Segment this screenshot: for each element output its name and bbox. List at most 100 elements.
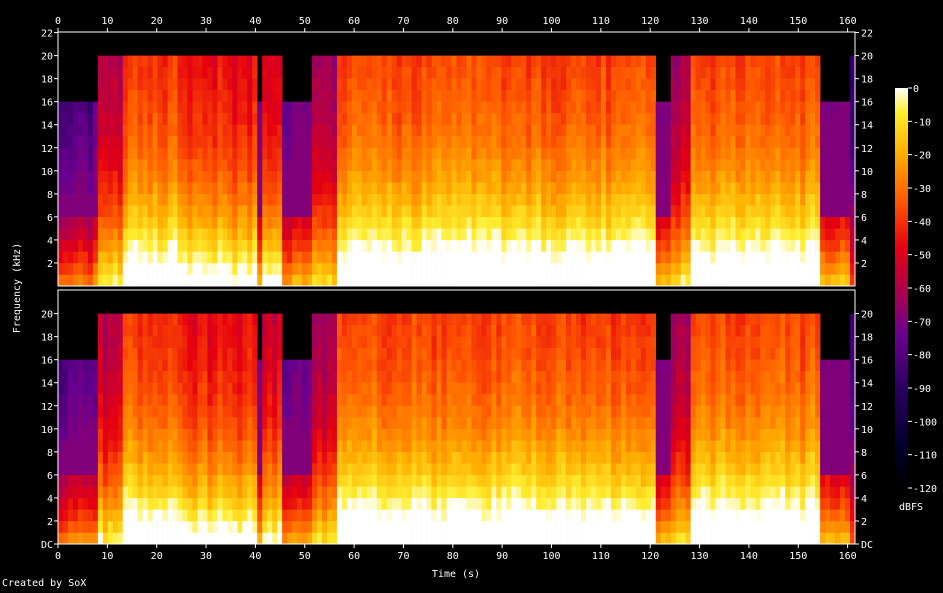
spectrogram-cell <box>72 428 79 441</box>
spectrogram-cell <box>322 124 328 137</box>
spectrogram-cell <box>521 417 527 429</box>
spectrogram-cell <box>326 193 333 206</box>
spectrogram-cell <box>705 193 711 206</box>
spectrogram-cell <box>292 147 298 160</box>
spectrogram-cell <box>117 228 124 241</box>
spectrogram-cell <box>815 216 821 229</box>
spectrogram-cell <box>461 440 467 452</box>
spectrogram-cell <box>615 205 622 218</box>
spectrogram-cell <box>635 205 642 218</box>
spectrogram-cell <box>526 101 532 114</box>
spectrogram-cell <box>805 78 811 91</box>
spectrogram-cell <box>506 382 512 395</box>
spectrogram-cell <box>610 239 617 252</box>
spectrogram-cell <box>720 101 726 114</box>
spectrogram-cell <box>760 205 766 218</box>
spectrogram-cell <box>491 347 497 360</box>
spectrogram-cell <box>401 370 407 383</box>
spectrogram-cell <box>391 520 398 533</box>
spectrogram-cell <box>765 216 771 229</box>
spectrogram-cell <box>506 324 512 337</box>
spectrogram-cell <box>252 486 258 499</box>
spectrogram-cell <box>536 440 542 452</box>
spectrogram-cell <box>82 417 89 429</box>
spectrogram-cell <box>590 228 597 241</box>
spectrogram-cell <box>491 55 497 67</box>
spectrogram-cell <box>172 112 178 125</box>
spectrogram-cell <box>511 509 517 522</box>
spectrogram-cell <box>396 66 403 79</box>
spectrogram-cell <box>187 532 193 545</box>
spectrogram-cell <box>62 520 69 533</box>
spectrogram-cell <box>501 440 507 452</box>
spectrogram-cell <box>167 159 173 171</box>
spectrogram-cell <box>326 417 333 429</box>
spectrogram-cell <box>356 262 363 275</box>
spectrogram-cell <box>845 112 851 125</box>
spectrogram-cell <box>341 193 348 206</box>
spectrogram-cell <box>541 78 547 91</box>
spectrogram-cell <box>207 336 213 349</box>
spectrogram-cell <box>257 239 263 252</box>
spectrogram-cell <box>481 347 487 360</box>
spectrogram-cell <box>341 89 348 102</box>
spectrogram-cell <box>411 405 417 418</box>
spectrogram-cell <box>247 205 253 218</box>
spectrogram-cell <box>486 135 492 148</box>
spectrogram-cell <box>297 147 303 160</box>
spectrogram-cell <box>511 347 517 360</box>
spectrogram-cell <box>312 112 318 125</box>
spectrogram-cell <box>446 262 452 275</box>
spectrogram-cell <box>187 193 193 206</box>
spectrogram-cell <box>182 55 188 67</box>
spectrogram-cell <box>97 239 104 252</box>
spectrogram-cell <box>187 440 193 452</box>
spectrogram-cell <box>406 89 412 102</box>
spectrogram-cell <box>541 532 547 545</box>
spectrogram-cell <box>187 359 193 372</box>
spectrogram-cell <box>755 239 761 252</box>
spectrogram-cell <box>795 182 801 194</box>
spectrogram-cell <box>331 239 338 252</box>
spectrogram-cell <box>346 205 353 218</box>
spectrogram-cell <box>237 463 243 476</box>
spectrogram-cell <box>152 359 158 372</box>
spectrogram-cell <box>760 228 766 241</box>
spectrogram-cell <box>536 101 542 114</box>
spectrogram-cell <box>780 147 786 160</box>
spectrogram-cell <box>287 274 293 287</box>
spectrogram-cell <box>97 417 104 429</box>
spectrogram-cell <box>640 135 647 148</box>
spectrogram-cell <box>586 262 592 275</box>
spectrogram-cell <box>795 170 801 183</box>
spectrogram-cell <box>162 159 168 171</box>
spectrogram-cell <box>516 112 522 125</box>
spectrogram-cell <box>132 193 138 206</box>
spectrogram-cell <box>366 451 373 464</box>
spectrogram-cell <box>177 428 183 441</box>
spectrogram-cell <box>386 440 393 452</box>
spectrogram-cell <box>317 336 323 349</box>
spectrogram-cell <box>720 262 726 275</box>
spectrogram-cell <box>516 55 522 67</box>
spectrogram-cell <box>307 520 313 533</box>
spectrogram-cell <box>416 463 422 476</box>
spectrogram-cell <box>302 440 308 452</box>
spectrogram-cell <box>536 497 542 510</box>
spectrogram-cell <box>361 239 368 252</box>
spectrogram-cell <box>386 370 393 383</box>
spectrogram-cell <box>800 112 806 125</box>
spectrogram-cell <box>122 428 129 441</box>
spectrogram-cell <box>481 135 487 148</box>
spectrogram-cell <box>157 486 163 499</box>
spectrogram-cell <box>102 124 109 137</box>
spectrogram-cell <box>97 78 104 91</box>
spectrogram-cell <box>830 147 836 160</box>
spectrogram-cell <box>531 359 537 372</box>
spectrogram-cell <box>351 112 358 125</box>
spectrogram-cell <box>202 193 208 206</box>
spectrogram-cell <box>77 228 84 241</box>
spectrogram-cell <box>356 78 363 91</box>
spectrogram-cell <box>421 147 427 160</box>
spectrogram-cell <box>755 170 761 183</box>
